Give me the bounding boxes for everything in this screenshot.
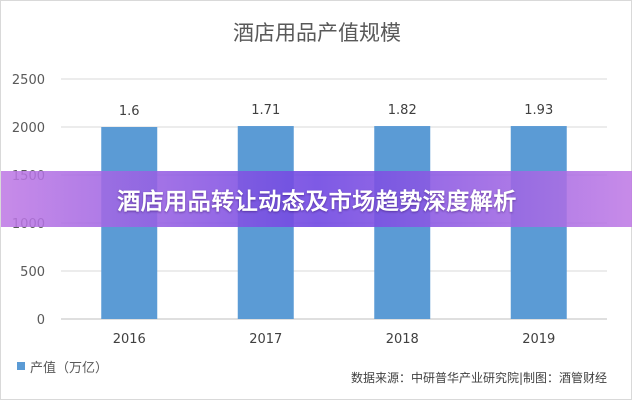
data-label: 1.82: [388, 103, 417, 118]
y-tick-label: 0: [37, 313, 45, 328]
x-tick-label: 2016: [113, 332, 146, 347]
data-label: 1.71: [251, 103, 280, 118]
x-tick-label: 2018: [386, 332, 419, 347]
headline-banner: 酒店用品转让动态及市场趋势深度解析: [1, 171, 632, 227]
x-tick-label: 2019: [522, 332, 555, 347]
legend: 产值（万亿）: [17, 357, 109, 376]
y-tick-label: 2500: [12, 73, 45, 88]
data-labels: 1.6 1.71 1.82 1.93: [119, 103, 553, 119]
legend-label: 产值（万亿）: [30, 360, 109, 376]
headline-text: 酒店用品转让动态及市场趋势深度解析: [117, 189, 517, 215]
source-note: 数据来源：中研普华产业研究院|制图：酒管财经: [350, 371, 607, 385]
chart-title: 酒店用品产值规模: [233, 21, 401, 45]
data-label: 1.93: [524, 103, 553, 118]
x-axis-ticks: 2016 2017 2018 2019: [113, 332, 556, 347]
y-tick-label: 2000: [12, 121, 45, 136]
y-tick-label: 500: [20, 265, 45, 280]
data-label: 1.6: [119, 104, 140, 119]
x-tick-label: 2017: [249, 332, 282, 347]
legend-swatch: [17, 362, 25, 370]
